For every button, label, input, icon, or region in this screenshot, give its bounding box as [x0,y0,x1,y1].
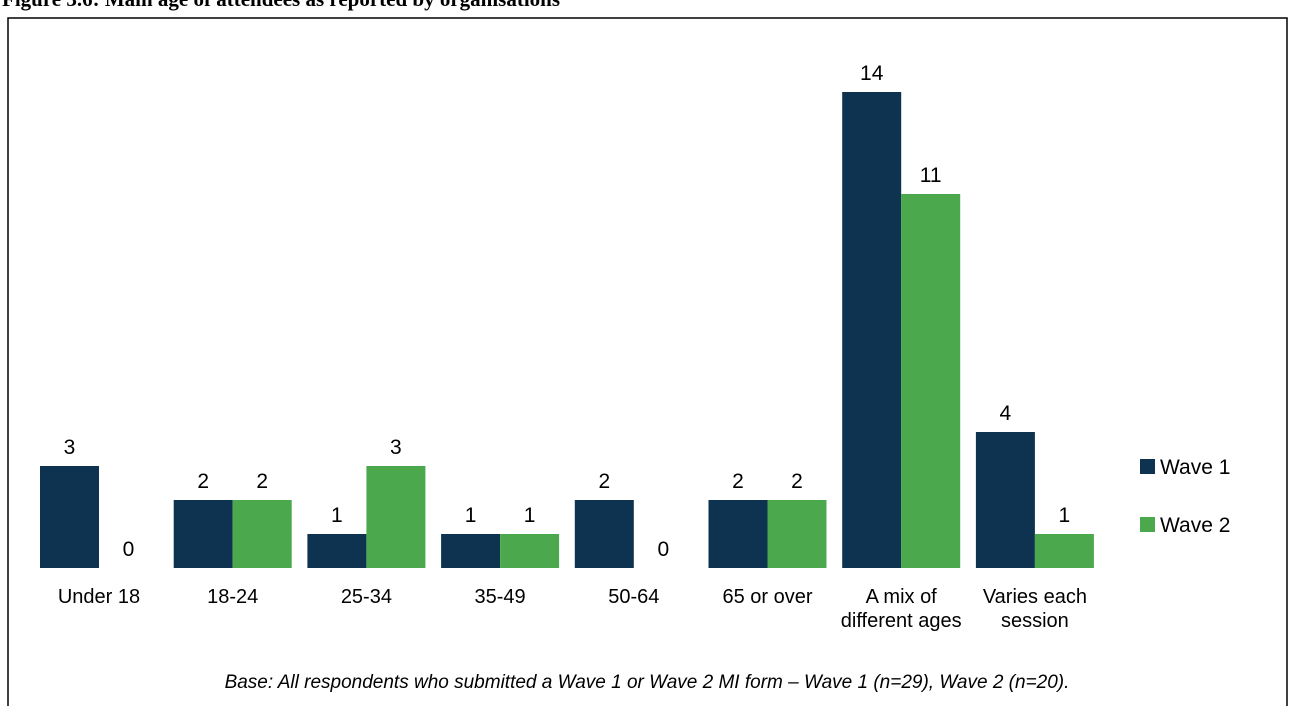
bar [500,534,560,568]
data-label: 0 [657,538,669,561]
data-label: 2 [598,470,610,493]
bar [1034,534,1094,568]
data-label: 3 [64,436,76,459]
bar [975,432,1035,568]
chart-title: Figure 3.6: Main age of attendees as rep… [2,0,560,11]
data-label: 1 [1059,504,1071,527]
bar [574,500,634,568]
data-label: 2 [732,470,744,493]
bar [40,466,99,568]
legend-label: Wave 2 [1160,514,1230,537]
data-label: 4 [1000,402,1012,425]
bar [767,500,827,568]
bar [232,500,292,568]
x-tick-label: 50-64 [608,586,660,608]
legend-label: Wave 1 [1160,456,1230,479]
data-label: 1 [331,504,343,527]
data-label: 2 [791,470,803,493]
x-tick-label: 35-49 [474,586,526,608]
data-label: 1 [465,504,477,527]
bar [441,534,501,568]
bar [307,534,367,568]
legend-swatch [1140,517,1155,532]
bar [708,500,768,568]
x-tick-label: 25-34 [340,586,392,608]
bar [366,466,426,568]
bar [842,92,902,568]
data-label: 11 [920,164,942,187]
data-label: 0 [123,538,135,561]
x-tick-label: Under 18 [57,586,141,608]
x-tick-label: A mix of different ages [840,586,962,632]
data-label: 2 [197,470,209,493]
data-label: 1 [524,504,536,527]
x-tick-label: Varies each session [982,586,1087,632]
bar [901,194,961,568]
bar [173,500,233,568]
note: Base: All respondents who submitted a Wa… [225,672,1070,693]
chart-frame [7,17,1288,706]
legend-swatch [1140,459,1155,474]
data-label: 3 [390,436,402,459]
x-tick-label: 65 or over [722,586,813,608]
x-tick-label: 18-24 [207,586,259,608]
data-label: 2 [256,470,268,493]
data-label: 14 [860,62,884,85]
